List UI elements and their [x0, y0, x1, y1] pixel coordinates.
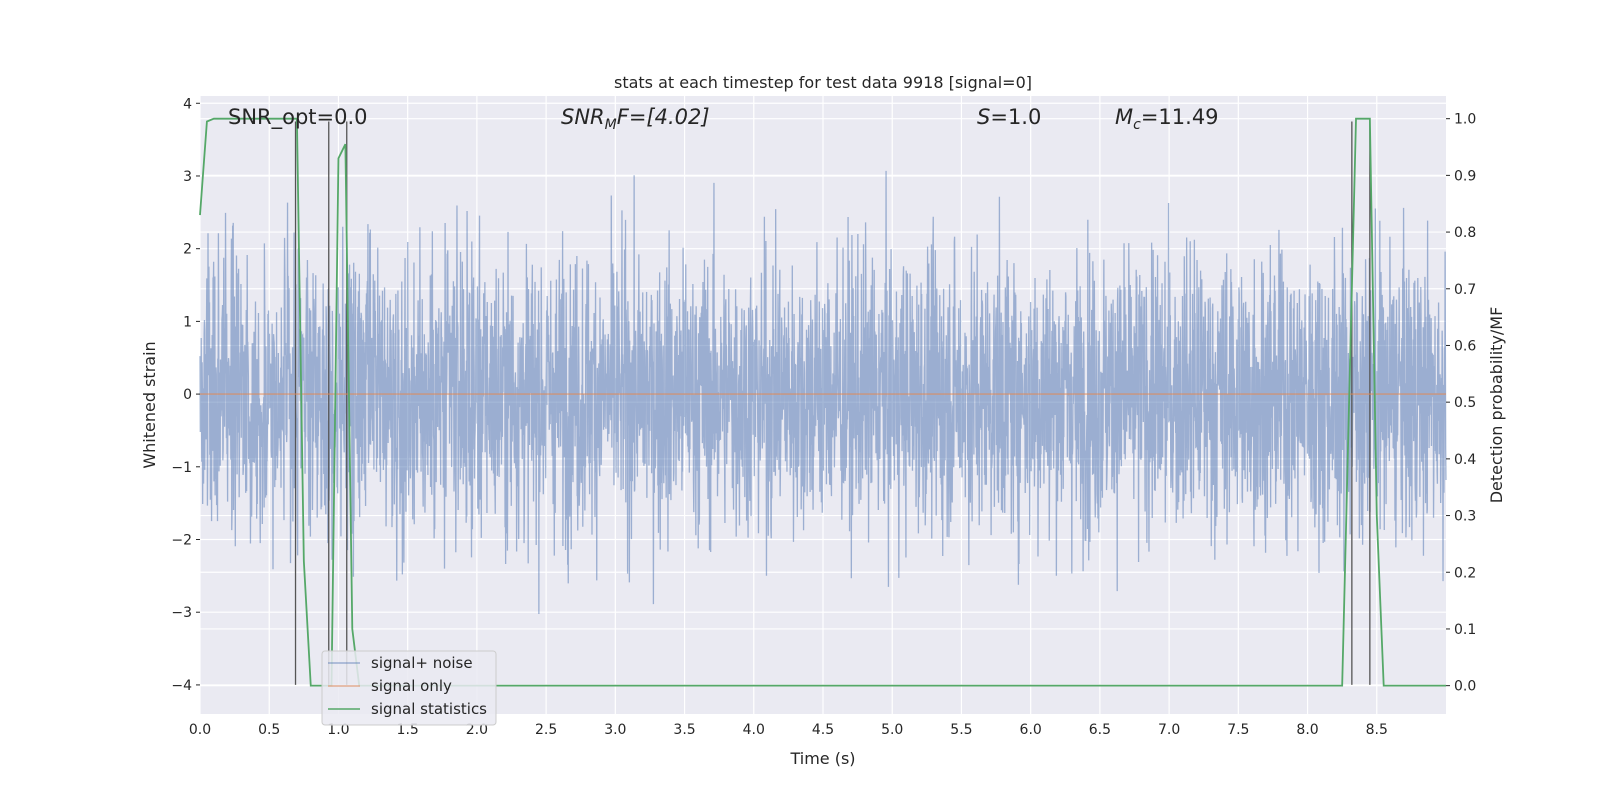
- y2-tick-label: 0.7: [1454, 282, 1476, 298]
- mc-sub: c: [1133, 117, 1141, 133]
- annotation-mc: Mc=11.49: [1115, 105, 1219, 133]
- series-signal-noise: [199, 170, 1447, 615]
- legend-label-signal-only: signal only: [371, 677, 452, 695]
- annotation-snr-mf: SNRMF=[4.02]: [561, 105, 710, 133]
- y-tick-label: 4: [183, 96, 192, 112]
- y2-axis-label: Detection probability/MF: [1487, 307, 1506, 504]
- x-tick-label: 1.5: [397, 722, 419, 738]
- y2-tick-label: 0.8: [1454, 225, 1476, 241]
- mc-rest: =11.49: [1141, 105, 1219, 129]
- x-tick-label: 5.5: [950, 722, 972, 738]
- y-tick-label: −3: [171, 605, 192, 621]
- y-tick-label: −4: [171, 678, 192, 694]
- s-rest: =1.0: [990, 105, 1041, 129]
- y-axis-label: Whitened strain: [140, 341, 159, 468]
- snr-mf-prefix: SNR: [561, 105, 605, 129]
- y2-tick-label: 0.1: [1454, 622, 1476, 638]
- snr-mf-sub: M: [605, 117, 617, 133]
- series-lines: [199, 117, 1446, 687]
- x-axis-label: Time (s): [789, 749, 855, 768]
- snr-mf-rest: F=[4.02]: [617, 105, 710, 129]
- y2-tick-label: 0.4: [1454, 452, 1476, 468]
- y2-tick-label: 0.5: [1454, 395, 1476, 411]
- signal-noise-line: [199, 170, 1447, 615]
- x-tick-label: 7.5: [1227, 722, 1249, 738]
- y2-tick-label: 0.0: [1454, 679, 1476, 695]
- x-tick-label: 8.0: [1296, 722, 1318, 738]
- legend-box: [321, 650, 497, 726]
- x-tick-label: 6.5: [1089, 722, 1111, 738]
- y-tick-label: 0: [183, 387, 192, 403]
- x-tick-label: 0.5: [258, 722, 280, 738]
- y-tick-label: −1: [171, 460, 192, 476]
- x-tick-label: 2.5: [535, 722, 557, 738]
- y2-tick-label: 0.6: [1454, 338, 1476, 354]
- legend-label-signal-statistics: signal statistics: [371, 700, 487, 718]
- tick-labels: 0.0 0.5 1.0 1.5 2.0 2.5 3.0 3.5 4.0 4.5 5.0 5.5 6.0 6…: [171, 96, 1476, 738]
- legend-label-signal-noise: signal+ noise: [371, 654, 473, 672]
- s-sym: S: [977, 105, 990, 129]
- x-tick-label: 7.0: [1158, 722, 1180, 738]
- x-tick-label: 3.5: [673, 722, 695, 738]
- x-tick-label: 0.0: [189, 722, 211, 738]
- legend: signal+ noise signal only signal statist…: [321, 650, 497, 726]
- annotation-s: S=1.0: [977, 105, 1041, 129]
- y2-tick-label: 0.9: [1454, 168, 1476, 184]
- x-tick-label: 2.0: [466, 722, 488, 738]
- x-tick-label: 4.0: [743, 722, 765, 738]
- y-tick-label: 2: [183, 242, 192, 258]
- x-tick-label: 6.0: [1020, 722, 1042, 738]
- signal-statistics-line: [199, 117, 1446, 687]
- x-tick-label: 1.0: [327, 722, 349, 738]
- x-tick-label: 8.5: [1366, 722, 1388, 738]
- annotation-snr-opt: SNR_opt=0.0: [228, 105, 368, 130]
- x-tick-label: 5.0: [881, 722, 903, 738]
- mc-sym: M: [1115, 105, 1133, 129]
- y2-tick-label: 0.3: [1454, 509, 1476, 525]
- y2-tick-label: 0.2: [1454, 565, 1476, 581]
- y-tick-label: −2: [171, 533, 192, 549]
- x-tick-label: 4.5: [812, 722, 834, 738]
- y-tick-label: 1: [183, 314, 192, 330]
- y-tick-label: 3: [183, 169, 192, 185]
- y2-tick-label: 1.0: [1454, 112, 1476, 128]
- x-tick-label: 3.0: [604, 722, 626, 738]
- chart-title: stats at each timestep for test data 991…: [614, 73, 1032, 92]
